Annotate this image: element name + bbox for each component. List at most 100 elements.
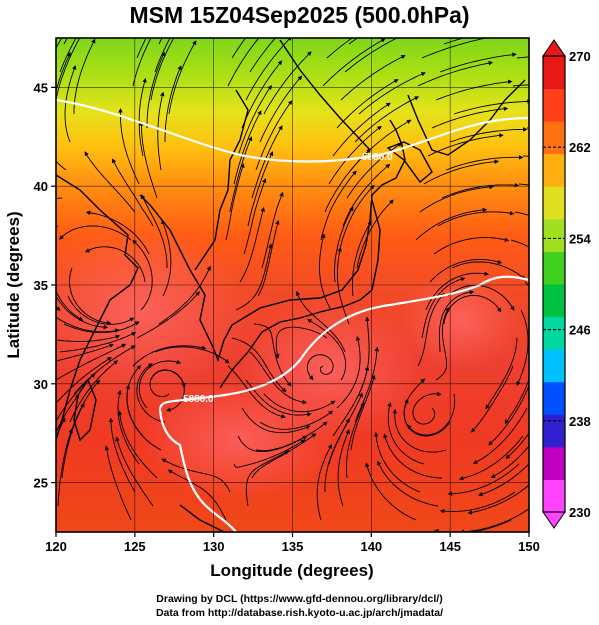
streamline [161,458,231,493]
streamline [231,38,247,59]
streamline [59,332,137,353]
x-tick-label: 125 [124,539,146,554]
streamline [263,393,336,413]
colorbar-tick-label: 246 [569,323,591,338]
streamline [338,184,375,255]
streamline [141,194,168,268]
streamline [437,210,515,227]
colorbar-segment [543,414,565,448]
streamline [431,106,509,129]
streamline [132,38,152,87]
streamline [306,354,334,381]
streamline [392,408,447,453]
streamline [320,170,357,241]
streamline [275,326,328,359]
streamline [161,219,172,297]
x-tick-label: 145 [439,539,461,554]
streamline [319,233,332,311]
streamline [239,207,265,283]
streamline [417,60,494,87]
map-title: MSM 15Z04Sep2025 (500.0hPa) [129,2,470,28]
streamline [61,402,85,479]
streamline [324,418,350,493]
coastline [56,39,526,532]
streamline [334,206,354,283]
streamline [415,207,488,241]
streamline [439,52,517,73]
streamline [441,182,520,199]
streamline [56,343,114,362]
streamline [427,133,504,157]
y-tick-label: 40 [34,179,48,194]
streamline [56,334,121,342]
streamline [125,384,162,451]
streamline [438,290,475,353]
colorbar-segment [543,121,565,155]
x-tick-label: 135 [282,539,304,554]
credit-data: Data from http://database.rish.kyoto-u.a… [155,607,444,619]
streamline [350,374,376,451]
streamline [417,292,445,367]
streamline [342,163,391,227]
streamline [373,431,421,493]
x-tick-label: 150 [518,539,540,554]
streamline [488,384,529,446]
streamline [453,99,529,115]
streamline [117,410,158,479]
colorbar-segment [543,284,565,318]
streamline [251,433,317,479]
streamline [443,38,466,45]
streamline [263,51,312,115]
colorbar-segment [543,381,565,415]
colorbar: 270 262 254 246 238 230 [542,39,591,529]
streamline [419,184,494,213]
streamline [112,158,154,227]
colorbar-max-arrow [542,39,566,57]
colorbar-segment [543,251,565,285]
streamline [251,125,283,199]
streamline [57,428,73,507]
streamline [56,295,109,330]
streamline [139,120,158,199]
y-tick-label: 45 [34,80,48,95]
colorbar-tick-label: 270 [569,49,591,64]
streamline [138,77,147,157]
colorbar-segment [543,479,565,513]
streamline [439,491,516,514]
streamline [458,435,524,481]
streamline [59,38,77,73]
streamline [344,38,398,73]
streamline [154,38,171,73]
streamline [245,38,293,101]
streamline [539,44,599,49]
streamline [383,433,443,479]
streamline [459,508,529,532]
streamline [168,40,197,115]
streamline [445,155,524,171]
streamline [231,337,287,393]
streamline [235,243,273,311]
contour-label-south: 5880.0 [183,394,214,405]
streamline [336,336,361,409]
streamline [24,212,40,282]
streamline [336,246,350,325]
streamline [245,450,290,507]
x-axis-label: Longitude (degrees) [210,561,373,580]
streamline [115,436,154,507]
streamline [345,401,365,479]
y-tick-label: 30 [34,377,48,392]
streamline [403,378,428,437]
streamline [243,178,267,255]
streamline [435,79,513,101]
streamline [158,265,211,325]
streamline [471,365,514,433]
streamline [227,38,260,87]
streamline [356,199,394,269]
streamline [306,318,347,381]
streamline [59,225,132,241]
streamline [56,306,61,312]
streamline [136,38,147,59]
streamline [447,284,515,311]
streamline [505,432,529,459]
